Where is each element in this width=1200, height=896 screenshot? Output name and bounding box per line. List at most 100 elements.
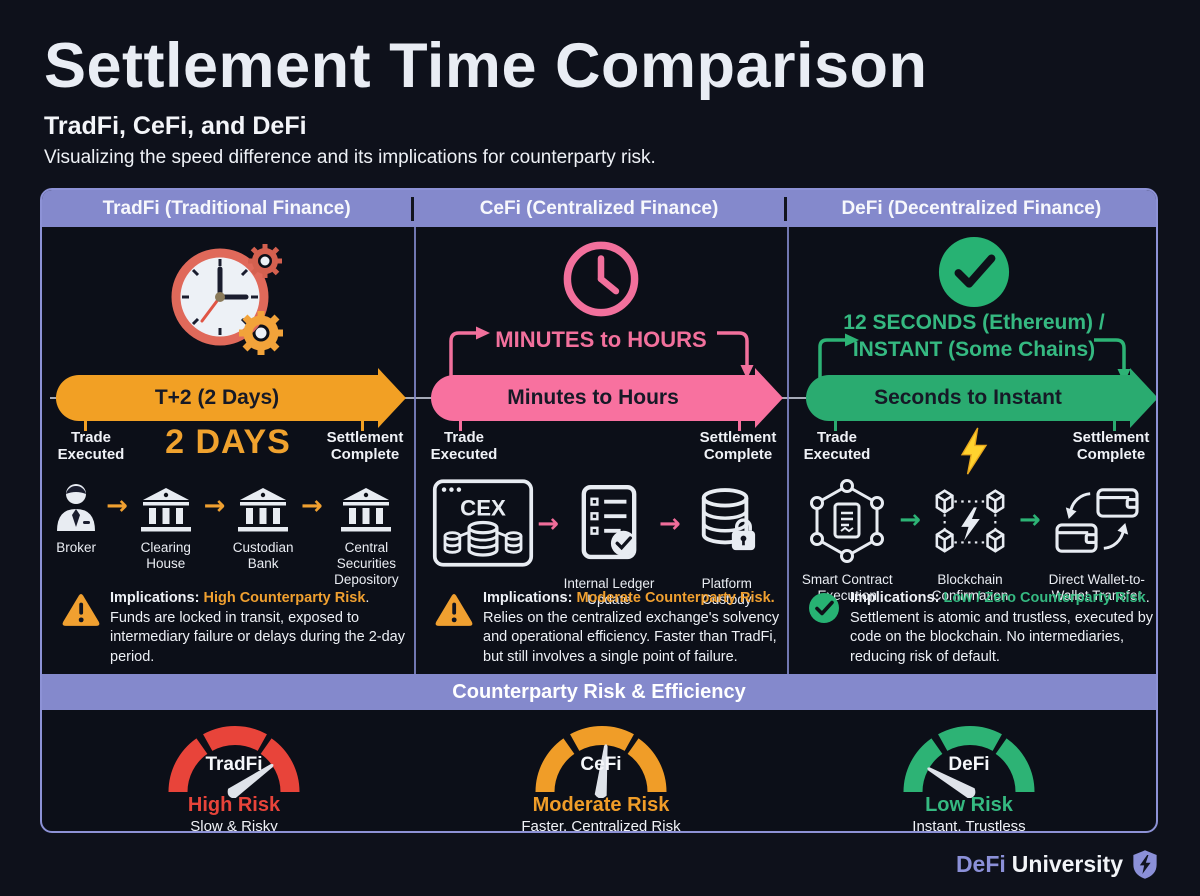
step-central-securities-depository: Central Securities Depository (325, 477, 408, 588)
lightning-bolt-icon (960, 427, 988, 475)
implications-risk: Low / Zero Counterparty Risk (943, 590, 1146, 606)
implications-text: Implications: Moderate Counterparty Risk… (483, 589, 781, 668)
warning-icon (435, 593, 473, 626)
check-circle-icon (937, 235, 1011, 309)
gauge-caption: Faster, Centralized Risk (521, 818, 681, 833)
defi-annotation-line1: 12 SECONDS (Ethereum) / (843, 311, 1105, 334)
flow-arrow-icon: → (537, 509, 559, 539)
arrow-tick (84, 421, 87, 431)
gauge-name: DeFi (948, 754, 990, 775)
tradfi-timeline-arrow: T+2 (2 Days) (56, 368, 406, 431)
step-label: Custodian Bank (232, 540, 294, 571)
gauge-arc-green (903, 726, 1035, 798)
gauge-caption: Instant, Trustless (912, 818, 1026, 833)
defi-end-label: Settlement Complete (1072, 429, 1150, 464)
shield-bolt-icon (1133, 850, 1157, 879)
step-platform-custody: Platform Custody (683, 477, 771, 608)
header-defi: DeFi (Decentralized Finance) (841, 197, 1102, 219)
implications-rest: . Funds are locked in transit, exposed t… (110, 590, 405, 666)
header-tradfi: TradFi (Traditional Finance) (102, 197, 351, 219)
step-label: Direct Wallet-to-Wallet Transfer (1048, 572, 1145, 603)
flow-arrow-icon: → (1019, 505, 1041, 535)
step-label: Blockchain Confirmation (931, 572, 1009, 603)
implications-lead: Implications: (483, 590, 573, 606)
step-label: Platform Custody (701, 576, 752, 607)
arrow-body (806, 375, 1130, 421)
tradfi-implications: Implications: High Counterparty Risk. Fu… (62, 589, 408, 668)
cefi-implications: Implications: Moderate Counterparty Risk… (435, 589, 781, 668)
defi-arrow-label: Seconds to Instant (874, 386, 1062, 409)
flow-arrow-icon: → (300, 491, 323, 521)
step-wallet-transfer: Direct Wallet-to-Wallet Transfer (1043, 477, 1151, 604)
arrow-tick (361, 421, 364, 431)
implications-rest: Relies on the centralized exchange's sol… (483, 609, 780, 666)
tradfi-end-label: Settlement Complete (326, 429, 404, 464)
risk-section-header: Counterparty Risk & Efficiency (42, 674, 1156, 710)
step-blockchain-confirmation: Blockchain Confirmation (923, 477, 1017, 604)
step-clearing-house: Clearing House (130, 477, 202, 572)
annotation-bracket-right-icon (717, 331, 754, 379)
gauge-name: TradFi (205, 754, 263, 775)
page-tagline: Visualizing the speed difference and its… (44, 147, 656, 168)
header-divider (783, 196, 787, 221)
annotation-bracket-left-icon (449, 326, 490, 377)
implications-lead: Implications: (110, 590, 200, 606)
flow-arrow-icon: → (899, 505, 921, 535)
cex-label: CEX (460, 496, 506, 521)
alarm-clock-gears-icon (162, 233, 294, 365)
ledger-checklist-icon (578, 477, 640, 569)
arrow-head (755, 368, 783, 428)
tradfi-column: T+2 (2 Days) Trade Executed 2 DAYS Settl… (42, 227, 414, 674)
defi-column: 12 SECONDS (Ethereum) / INSTANT (Some Ch… (788, 227, 1156, 674)
gauge-cefi: CeFi Moderate Risk Faster, Centralized R… (516, 708, 686, 833)
gauge-risk-label: Moderate Risk (532, 794, 670, 816)
arrow-tick (1113, 421, 1116, 431)
cefi-arrow-label: Minutes to Hours (507, 386, 679, 409)
defi-timeline-arrow: Seconds to Instant (806, 368, 1156, 431)
brand-primary: DeFi (955, 851, 1006, 877)
implications-text: Implications: High Counterparty Risk. Fu… (110, 589, 408, 668)
arrow-tick (834, 421, 837, 431)
cefi-end-label: Settlement Complete (699, 429, 777, 464)
step-label: Smart Contract Execution (801, 572, 893, 603)
step-label: Broker (56, 540, 96, 555)
arrow-head (1130, 368, 1156, 428)
bank-icon (338, 477, 394, 533)
implications-rest: . Settlement is atomic and trustless, ex… (850, 590, 1154, 666)
check-circle-small-icon (809, 593, 839, 623)
flow-arrow-icon: → (106, 491, 128, 521)
smart-contract-icon (805, 477, 889, 565)
step-label: Clearing House (140, 540, 191, 571)
arrow-tick (738, 421, 741, 431)
step-label: Internal Ledger Update (563, 576, 655, 607)
page-subtitle: TradFi, CeFi, and DeFi (44, 112, 307, 140)
flow-arrow-icon: → (659, 509, 681, 539)
implications-risk: High Counterparty Risk (203, 590, 366, 606)
tradfi-steps: Broker → Clearing House (48, 477, 408, 588)
blockchain-cubes-icon (927, 477, 1013, 565)
defi-annotation-line2: INSTANT (Some Chains) (852, 338, 1096, 361)
step-internal-ledger: Internal Ledger Update (561, 477, 657, 608)
bank-icon (235, 477, 291, 533)
arrow-body (431, 375, 755, 421)
database-lock-icon (696, 477, 758, 569)
gauge-defi: DeFi Low Risk Instant, Trustless (884, 708, 1054, 833)
cefi-timeline-arrow: Minutes to Hours (431, 368, 783, 431)
warning-icon (62, 593, 100, 626)
implications-lead: Implications: (850, 590, 940, 606)
defi-steps: Smart Contract Execution → (794, 477, 1154, 604)
column-divider (414, 227, 416, 674)
gauge-name: CeFi (580, 754, 622, 775)
arrow-body (56, 375, 378, 421)
implications-risk: Moderate Counterparty Risk. (576, 590, 775, 606)
arrow-tick (459, 421, 462, 431)
cefi-annotation: MINUTES to HOURS (495, 327, 707, 352)
comparison-panel: TradFi (Traditional Finance) CeFi (Centr… (40, 188, 1158, 833)
footer-brand: DeFi University (956, 849, 1158, 880)
implications-text: Implications: Low / Zero Counterparty Ri… (850, 589, 1154, 668)
column-headers: TradFi (Traditional Finance) CeFi (Centr… (42, 190, 1156, 227)
step-smart-contract: Smart Contract Execution (797, 477, 897, 604)
page-title: Settlement Time Comparison (44, 31, 928, 101)
cefi-start-label: Trade Executed (430, 429, 498, 464)
